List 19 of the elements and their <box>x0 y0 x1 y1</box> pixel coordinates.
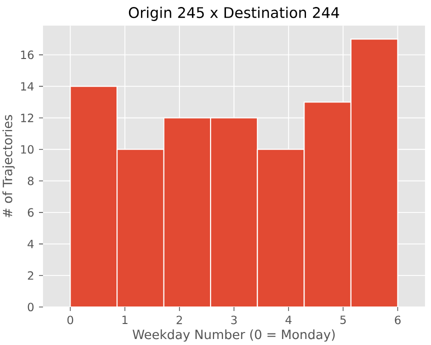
y-tick-label: 14 <box>21 82 34 90</box>
x-tick-label: 1 <box>122 316 128 324</box>
x-axis-title: Weekday Number (0 = Monday) <box>132 329 335 342</box>
x-tick-label: 6 <box>394 316 401 324</box>
y-tick-label: 4 <box>28 240 34 248</box>
y-tick-label: 6 <box>28 208 34 217</box>
y-tick-label: 8 <box>28 176 34 186</box>
y-tick-label: 12 <box>21 114 34 122</box>
chart-title: Origin 245 x Destination 244 <box>128 6 340 21</box>
x-tick-label: 3 <box>231 316 237 324</box>
y-tick-label: 16 <box>21 50 34 60</box>
y-tick-label: 10 <box>21 145 34 154</box>
y-tick-label: 0 <box>28 302 34 312</box>
x-tick-label: 2 <box>176 316 182 324</box>
x-tick-label: 0 <box>67 316 74 324</box>
y-axis-title: # of Trajectories <box>2 115 15 218</box>
y-tick-label: 2 <box>28 271 34 280</box>
x-tick-label: 4 <box>286 316 292 324</box>
x-tick-label: 5 <box>340 316 346 324</box>
